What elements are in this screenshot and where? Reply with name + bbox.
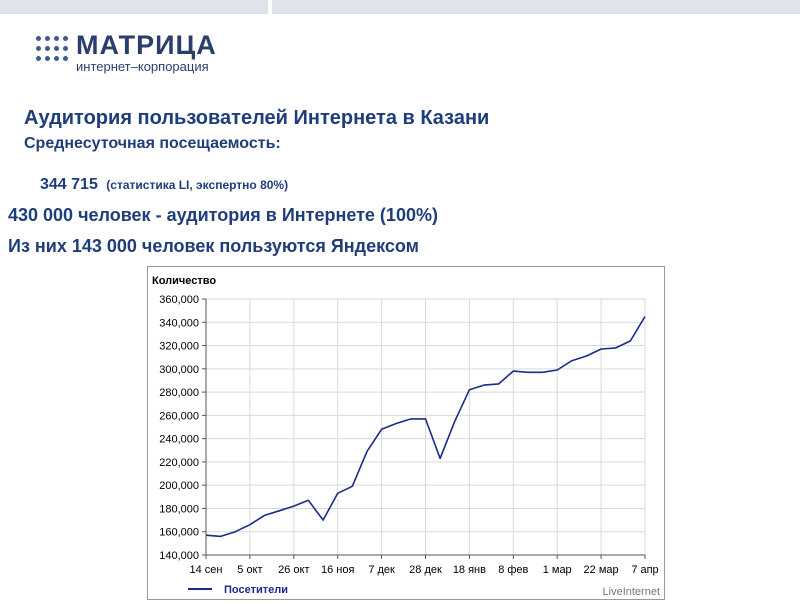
visitors-chart-svg: Количество 140,000 160,000 180,000 200,000 2… [152,275,660,598]
x-tick-label: 18 янв [453,564,486,576]
company-logo: МАТРИЦА интернет–корпорация [36,30,256,80]
y-tick-label: 240,000 [159,434,199,446]
logo-name: МАТРИЦА [76,30,217,60]
logo-dot [45,46,50,51]
logo-dot [63,56,68,61]
audience-line: 430 000 человек - аудитория в Интернете … [8,205,438,225]
x-tick-label: 5 окт [237,564,262,576]
logo-tagline: интернет–корпорация [76,59,209,74]
series-line-visitors [205,316,646,538]
daily-visits-stat: 344 715 (статистика LI, экспертно 80%) [40,176,288,194]
y-tick-label: 140,000 [159,550,199,562]
daily-visits-note: (статистика LI, экспертно 80%) [106,178,289,192]
chart-grid [205,298,646,556]
x-tick-label: 16 ноя [321,564,354,576]
logo-dot [36,36,41,41]
x-tick-label: 7 апр [631,564,658,576]
x-tick-labels: 14 сен 5 окт 26 окт 16 ноя 7 дек 28 дек 18 янв… [190,564,659,576]
y-tick-label: 200,000 [159,480,199,492]
logo-dot [45,36,50,41]
logo-dot [54,56,59,61]
logo-dot [36,46,41,51]
x-tick-label: 28 дек [409,564,442,576]
x-tick-label: 14 сен [190,564,223,576]
slide-title: Аудитория пользователей Интернета в Каза… [24,107,490,129]
x-tick-label: 8 фев [498,564,528,576]
y-tick-label: 280,000 [159,387,199,399]
slide-subtitle: Среднесуточная посещаемость: [24,135,281,152]
y-axis-label: Количество [152,275,216,287]
x-tick-label: 26 окт [278,564,309,576]
logo-dot [63,46,68,51]
chart-source-label: LiveInternet [603,586,660,598]
y-tick-label: 340,000 [159,317,199,329]
chart-legend: Посетители [188,584,288,596]
y-tick-label: 220,000 [159,457,199,469]
legend-series-label: Посетители [224,584,288,596]
logo-dot [54,36,59,41]
visitors-chart: Количество 140,000 160,000 180,000 200,000 2… [147,266,665,600]
x-tick-label: 22 мар [584,564,619,576]
chart-series [205,316,646,538]
x-tick-label: 7 дек [368,564,395,576]
y-tick-label: 160,000 [159,527,199,539]
top-bar-segment-left [0,0,268,14]
daily-visits-value: 344 715 [40,176,98,193]
logo-dot [45,56,50,61]
logo-dot [63,36,68,41]
chart-axes [202,298,646,559]
top-bar [0,0,800,14]
logo-dot [36,56,41,61]
y-tick-labels: 140,000 160,000 180,000 200,000 220,000 240,0… [159,294,199,562]
top-bar-segment-right [272,0,800,14]
y-tick-label: 300,000 [159,364,199,376]
yandex-users-line: Из них 143 000 человек пользуются Яндекс… [8,236,419,256]
y-tick-label: 360,000 [159,294,199,306]
y-tick-label: 180,000 [159,503,199,515]
y-tick-label: 320,000 [159,341,199,353]
logo-dot [54,46,59,51]
y-tick-label: 260,000 [159,410,199,422]
x-tick-label: 1 мар [543,564,572,576]
